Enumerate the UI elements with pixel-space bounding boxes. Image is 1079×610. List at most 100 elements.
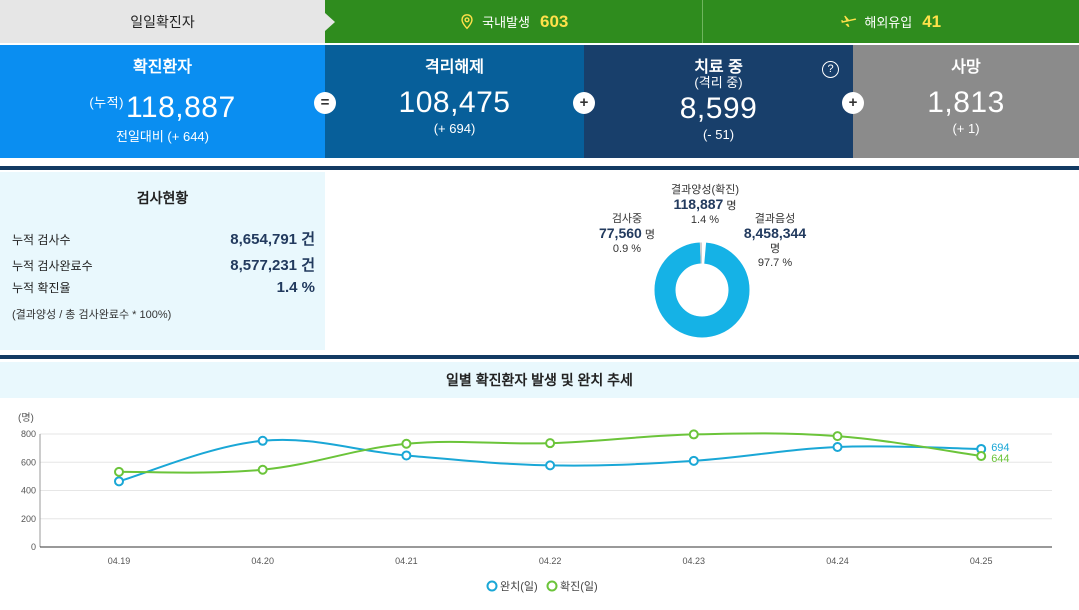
x-tick-label: 04.21 — [395, 556, 418, 566]
legend-label[interactable]: 확진(일) — [560, 579, 598, 593]
confirmed-prefix: (누적) — [89, 95, 124, 110]
positive-value: 118,887 — [673, 196, 724, 212]
negative-pct: 97.7 % — [757, 257, 793, 269]
data-point[interactable] — [545, 438, 556, 449]
x-tick-label: 04.22 — [539, 556, 562, 566]
data-point[interactable] — [257, 464, 268, 475]
test-row-value: 8,577,231 건 — [230, 257, 315, 274]
pending-unit: 명 — [644, 229, 655, 241]
legend-marker — [486, 580, 498, 592]
negative-title: 결과음성 — [754, 213, 796, 225]
plus-icon: + — [573, 92, 595, 114]
released-delta: (+ 694) — [433, 121, 476, 136]
confirmed-value-line: (누적)118,887 — [0, 87, 325, 124]
data-point[interactable] — [257, 435, 268, 446]
positive-pct: 1.4 % — [690, 214, 720, 226]
daily-cases-bar: 일일확진자 국내발생 603 해외유입 41 — [0, 0, 1079, 43]
treating-delta: (- 51) — [702, 127, 735, 142]
test-row-label: 누적 검사완료수 — [12, 259, 93, 273]
test-result-donut — [654, 242, 750, 338]
airplane-icon — [841, 15, 857, 27]
donut-slice — [654, 242, 750, 338]
data-point[interactable] — [114, 466, 124, 477]
test-row: 누적 검사수 8,654,791 건 — [12, 228, 315, 249]
released-value: 108,475 — [398, 86, 511, 119]
treating-box: 치료 중 (격리 중) 8,599 (- 51) ? — [584, 45, 853, 158]
pending-label: 검사중 77,560 명 0.9 % — [587, 212, 667, 256]
confirmed-box: 확진환자 (누적)118,887 전일대비 (+ 644) — [0, 45, 325, 158]
treating-value: 8,599 — [679, 92, 758, 125]
positive-unit: 명 — [726, 200, 737, 212]
data-point[interactable] — [832, 431, 843, 442]
y-tick-label: 400 — [21, 486, 36, 496]
section-divider — [0, 355, 1079, 359]
data-point[interactable] — [401, 450, 412, 461]
data-point[interactable] — [545, 460, 556, 471]
data-point[interactable] — [401, 438, 412, 449]
negative-unit: 명 — [769, 243, 781, 255]
deaths-title: 사망 — [951, 59, 981, 76]
deaths-delta: (+ 1) — [952, 121, 980, 136]
end-value-label: 694 — [991, 442, 1009, 454]
y-tick-label: 800 — [21, 429, 36, 439]
test-row-value: 8,654,791 건 — [230, 231, 315, 248]
deaths-box: 사망 1,813 (+ 1) — [853, 45, 1079, 158]
negative-label: 결과음성 8,458,344 명 97.7 % — [730, 212, 820, 270]
location-pin-icon — [461, 13, 473, 29]
test-rate-note: (결과양성 / 총 검사완료수 * 100%) — [12, 309, 172, 321]
domestic-cases: 국내발생 603 — [325, 0, 702, 43]
negative-value: 8,458,344 — [743, 225, 807, 241]
deaths-value: 1,813 — [927, 86, 1005, 119]
x-tick-label: 04.23 — [683, 556, 706, 566]
donut-slice — [654, 242, 750, 338]
y-tick-label: 200 — [21, 514, 36, 524]
treating-title: 치료 중 — [694, 59, 743, 76]
test-status-title: 검사현황 — [136, 190, 189, 206]
end-value-label: 644 — [991, 453, 1009, 465]
overseas-value: 41 — [922, 11, 942, 31]
test-row-label: 누적 검사수 — [12, 233, 71, 247]
test-row: 누적 확진율 1.4 % — [12, 279, 315, 296]
domestic-value: 603 — [539, 11, 569, 31]
treating-subtitle: (격리 중) — [694, 75, 743, 90]
y-tick-label: 0 — [31, 542, 36, 552]
y-tick-label: 600 — [21, 457, 36, 467]
test-result-donut-panel: 결과양성(확진) 118,887 명 1.4 % 검사중 77,560 명 0.… — [325, 172, 1079, 350]
help-icon[interactable]: ? — [822, 61, 839, 78]
test-row-label: 누적 확진율 — [12, 281, 71, 295]
domestic-label: 국내발생 — [482, 15, 530, 30]
legend-label[interactable]: 완치(일) — [500, 579, 538, 593]
released-box: 격리해제 108,475 (+ 694) — [325, 45, 584, 158]
pending-title: 검사중 — [611, 213, 643, 225]
equals-icon: = — [314, 92, 336, 114]
data-point[interactable] — [976, 451, 987, 462]
trend-chart-title: 일별 확진환자 발생 및 완치 추세 — [0, 362, 1079, 398]
positive-label: 결과양성(확진) 118,887 명 1.4 % — [655, 183, 755, 227]
test-row: 누적 검사완료수 8,577,231 건 — [12, 254, 315, 275]
overseas-cases: 해외유입 41 — [701, 0, 1079, 43]
test-status-panel: 검사현황 누적 검사수 8,654,791 건 누적 검사완료수 8,577,2… — [0, 172, 325, 350]
test-row-value: 1.4 % — [276, 279, 315, 296]
released-title: 격리해제 — [425, 59, 484, 76]
x-tick-label: 04.25 — [970, 556, 993, 566]
confirmed-title: 확진환자 — [133, 59, 192, 76]
x-tick-label: 04.19 — [108, 556, 131, 566]
plus-icon: + — [842, 92, 864, 114]
data-point[interactable] — [688, 429, 699, 440]
y-axis-unit: (명) — [18, 412, 34, 424]
confirmed-value: 118,887 — [125, 91, 236, 124]
data-point[interactable] — [832, 441, 843, 452]
pending-value: 77,560 — [598, 225, 642, 241]
x-tick-label: 04.24 — [826, 556, 849, 566]
section-divider — [0, 166, 1079, 170]
overseas-label: 해외유입 — [864, 15, 913, 30]
pending-pct: 0.9 % — [612, 243, 642, 255]
positive-title: 결과양성(확진) — [670, 184, 740, 196]
stat-boxes: 확진환자 (누적)118,887 전일대비 (+ 644) 격리해제 108,4… — [0, 45, 1079, 158]
data-point[interactable] — [688, 455, 699, 466]
legend-marker — [546, 580, 558, 592]
confirmed-delta: 전일대비 (+ 644) — [115, 129, 209, 144]
data-point[interactable] — [114, 476, 124, 487]
x-tick-label: 04.20 — [251, 556, 274, 566]
trend-line-chart: (명) 0 200 400 600 800 04.19 04.20 04.21 04.22 04.2… — [18, 412, 1052, 593]
